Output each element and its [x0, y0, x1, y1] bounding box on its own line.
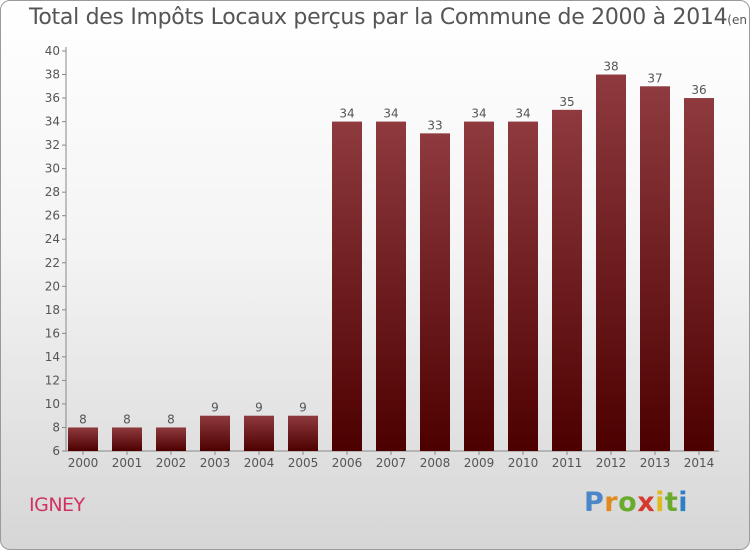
- bar-2006: [332, 121, 362, 452]
- x-tick-label: 2011: [552, 456, 583, 470]
- x-tick-label: 2008: [420, 456, 451, 470]
- y-tick-label: 26: [45, 209, 60, 223]
- logo-letter: o: [618, 487, 638, 518]
- x-tick-label: 2003: [200, 456, 231, 470]
- bar-value-label: 9: [211, 401, 219, 415]
- commune-name: IGNEY: [29, 494, 85, 516]
- y-tick-label: 36: [45, 91, 60, 105]
- y-tick-label: 24: [45, 232, 60, 246]
- bar-2010: [508, 121, 538, 452]
- bar-value-label: 9: [255, 401, 263, 415]
- x-tick-label: 2010: [508, 456, 539, 470]
- bar-2007: [376, 121, 406, 452]
- bar-2011: [552, 109, 582, 451]
- x-tick-label: 2004: [244, 456, 275, 470]
- y-tick-label: 12: [45, 373, 60, 387]
- bar-2009: [464, 121, 494, 452]
- x-tick-label: 2007: [376, 456, 407, 470]
- y-tick-label: 14: [45, 350, 60, 364]
- logo-letter: i: [678, 487, 689, 518]
- y-tick-label: 40: [45, 44, 60, 58]
- y-tick-label: 10: [45, 397, 60, 411]
- y-tick-label: 30: [45, 162, 60, 176]
- y-tick-label: 8: [52, 420, 60, 434]
- y-tick-label: 16: [45, 326, 60, 340]
- bar-2008: [420, 133, 450, 451]
- logo-letter: x: [637, 487, 656, 518]
- chart-axes: 6 8 10 12 14 16 18 20 22 24 26 28 30 32 34 36 38 40 2000 20…: [45, 44, 719, 470]
- bar-2002: [156, 427, 186, 451]
- y-tick-label: 6: [52, 444, 60, 458]
- logo-letter: P: [584, 487, 605, 518]
- x-tick-label: 2014: [684, 456, 715, 470]
- chart-bars: 8 8 8 9 9 9 34 34 33 34 34 35 38 37 36: [68, 60, 714, 452]
- bar-2000: [68, 427, 98, 451]
- bar-2012: [596, 74, 626, 451]
- y-tick-label: 28: [45, 185, 60, 199]
- bar-value-label: 36: [691, 83, 706, 97]
- logo-letter: i: [655, 487, 665, 518]
- logo-letter: r: [604, 487, 619, 518]
- x-tick-label: 2006: [332, 456, 363, 470]
- bar-2005: [288, 415, 318, 451]
- bar-2014: [684, 98, 714, 451]
- bar-value-label: 34: [515, 107, 530, 121]
- bar-value-label: 35: [559, 95, 574, 109]
- x-tick-label: 2013: [640, 456, 671, 470]
- bar-value-label: 8: [79, 412, 87, 426]
- bar-value-label: 33: [427, 118, 442, 132]
- x-tick-label: 2001: [112, 456, 143, 470]
- chart-title: Total des Impôts Locaux perçus par la Co…: [29, 5, 749, 30]
- x-tick-label: 2005: [288, 456, 319, 470]
- bar-value-label: 37: [647, 71, 662, 85]
- y-tick-label: 18: [45, 303, 60, 317]
- y-tick-label: 34: [45, 115, 60, 129]
- bar-value-label: 34: [383, 107, 398, 121]
- y-tick-label: 38: [45, 68, 60, 82]
- bar-value-label: 38: [603, 60, 618, 74]
- chart-title-unit: (en milliers d'€): [727, 13, 749, 27]
- chart-title-main: Total des Impôts Locaux perçus par la Co…: [29, 5, 728, 30]
- x-tick-label: 2000: [68, 456, 99, 470]
- bar-value-label: 8: [123, 412, 131, 426]
- bar-value-label: 8: [167, 412, 175, 426]
- bar-2003: [200, 415, 230, 451]
- logo-letter: t: [664, 487, 679, 518]
- y-tick-label: 32: [45, 138, 60, 152]
- bar-value-label: 34: [471, 107, 486, 121]
- x-tick-label: 2002: [156, 456, 187, 470]
- bar-2013: [640, 86, 670, 451]
- bar-2004: [244, 415, 274, 451]
- bar-value-label: 34: [339, 107, 354, 121]
- bar-2001: [112, 427, 142, 451]
- x-tick-label: 2009: [464, 456, 495, 470]
- proxiti-logo[interactable]: Proxiti: [584, 487, 688, 518]
- y-tick-label: 22: [45, 256, 60, 270]
- y-tick-label: 20: [45, 279, 60, 293]
- x-tick-label: 2012: [596, 456, 627, 470]
- bar-value-label: 9: [299, 401, 307, 415]
